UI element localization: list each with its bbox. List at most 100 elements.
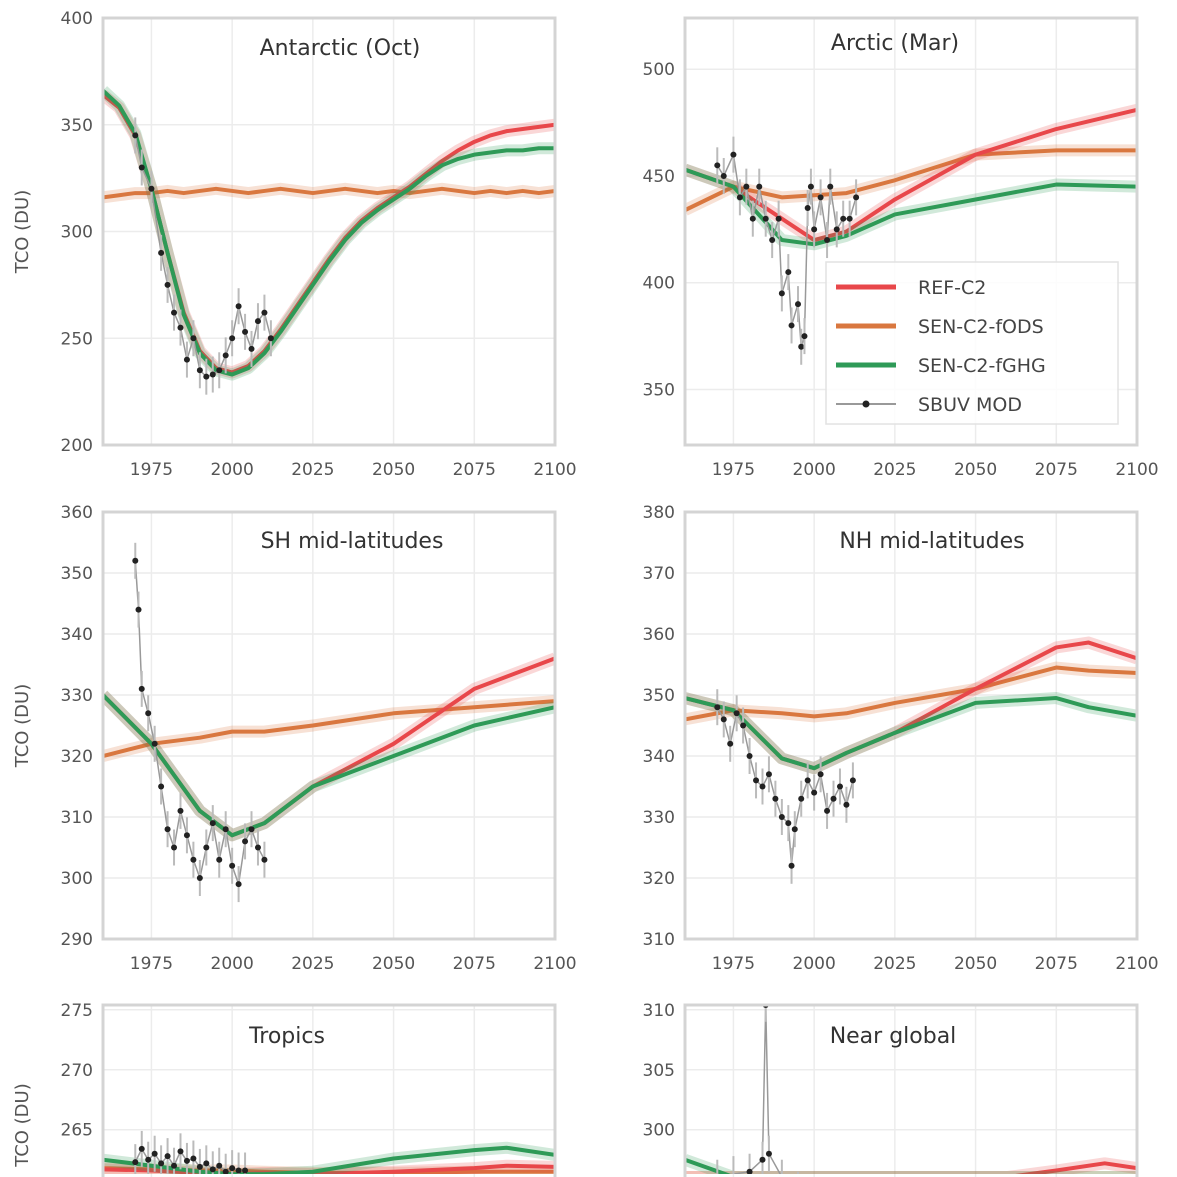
observation-point: [824, 807, 831, 814]
x-tick-label: 1975: [712, 954, 755, 974]
plot-area: [685, 1005, 1137, 1174]
observation-point: [778, 814, 785, 820]
y-tick-label: 320: [643, 869, 675, 889]
y-axis-label: TCO (DU): [12, 684, 33, 768]
observation-point: [730, 151, 737, 158]
observation-point: [759, 783, 766, 790]
legend-marker: [862, 400, 870, 408]
observation-point: [196, 367, 203, 374]
plot-background: [685, 1005, 1137, 1177]
y-tick-label: 500: [643, 60, 675, 80]
observation-point: [791, 826, 798, 833]
y-tick-label: 330: [61, 686, 93, 706]
x-tick-label: 2050: [954, 460, 997, 480]
legend-label: SEN-C2-fGHG: [918, 355, 1046, 377]
observation-line: [729, 1005, 782, 1174]
observation-point: [727, 740, 734, 747]
observation-point: [846, 215, 853, 222]
y-tick-label: 250: [61, 329, 93, 349]
observation-point: [183, 1157, 190, 1164]
x-tick-label: 2100: [1115, 460, 1158, 480]
observation-point: [196, 1163, 203, 1170]
plot-frame: [683, 16, 1139, 447]
observation-point: [759, 1156, 766, 1163]
observation-point: [242, 328, 249, 335]
y-tick-label: 350: [643, 380, 675, 400]
observation-point: [164, 826, 171, 833]
observation-point: [785, 269, 792, 276]
y-tick-label: 305: [643, 1061, 675, 1081]
legend-label: REF-C2: [918, 277, 986, 299]
x-tick-label: 2100: [533, 954, 576, 974]
observation-point: [769, 237, 776, 244]
observation-point: [817, 194, 824, 201]
y-tick-label: 330: [643, 808, 675, 828]
observation-point: [736, 194, 743, 201]
observation-point: [209, 371, 216, 378]
plot-area: [103, 1130, 555, 1174]
x-tick-label: 2000: [793, 954, 836, 974]
x-tick-label: 2100: [1115, 954, 1158, 974]
observation-point: [830, 795, 837, 802]
legend: REF-C2 SEN-C2-fODS SEN-C2-fGHG SBUV MOD: [825, 261, 1119, 425]
observation-point: [229, 335, 236, 342]
y-axis-label: TCO (DU): [12, 190, 33, 274]
observation-point: [833, 226, 840, 233]
observation-point: [261, 309, 268, 316]
observation-point: [138, 685, 145, 692]
observation-point: [772, 795, 779, 802]
series-line-sen-c2-fghg: [103, 1145, 555, 1174]
observation-point: [145, 710, 152, 717]
observation-point: [151, 740, 158, 747]
observation-point: [788, 322, 795, 329]
y-tick-label: 270: [61, 1061, 93, 1081]
series-line-sen-c2-fghg: [103, 89, 555, 377]
observation-point: [762, 215, 769, 222]
observation-point: [132, 132, 139, 139]
observation-point: [242, 838, 249, 845]
x-tick-label: 2000: [211, 954, 254, 974]
series-line-sen-c2-fods: [685, 665, 1137, 722]
plot-area: [103, 86, 555, 395]
observation-point: [158, 783, 165, 790]
observation-point: [765, 771, 772, 778]
observation-point: [749, 215, 756, 222]
observation-point: [171, 309, 178, 316]
x-tick-label: 2025: [291, 954, 334, 974]
observation-point: [216, 367, 223, 374]
observation-point: [836, 783, 843, 790]
observation-point: [849, 777, 856, 784]
x-tick-label: 2075: [1035, 954, 1078, 974]
y-tick-label: 300: [61, 223, 93, 243]
y-tick-label: 290: [61, 930, 93, 950]
y-tick-label: 350: [643, 686, 675, 706]
observation-point: [229, 1165, 236, 1172]
y-tick-label: 265: [61, 1121, 93, 1141]
observation-point: [135, 606, 142, 613]
observation-point: [183, 832, 190, 839]
series-line-ref-c2: [1015, 1161, 1137, 1174]
observation-point: [222, 826, 229, 833]
y-tick-label: 310: [643, 1001, 675, 1021]
observation-point: [203, 844, 210, 851]
plot-frame: [101, 16, 557, 447]
panel-tropics: 265 270 275 TCO (DU) Tropics: [12, 1001, 557, 1177]
observation-point: [158, 1160, 165, 1167]
x-tick-label: 1975: [712, 460, 755, 480]
y-tick-label: 310: [643, 930, 675, 950]
observation-point: [190, 335, 197, 342]
panel-title: Near global: [830, 1024, 957, 1049]
legend-label: SEN-C2-fODS: [918, 316, 1044, 338]
plot-area: [685, 103, 1137, 365]
observation-point: [242, 1167, 249, 1174]
observation-point: [804, 205, 811, 212]
observation-point: [132, 557, 139, 564]
observation-point: [746, 1168, 753, 1174]
observation-point: [148, 185, 155, 192]
observation-point: [267, 335, 274, 342]
observation-point: [164, 1153, 171, 1160]
observation-point: [807, 183, 814, 190]
x-tick-label: 2025: [873, 460, 916, 480]
x-tick-label: 2025: [291, 460, 334, 480]
